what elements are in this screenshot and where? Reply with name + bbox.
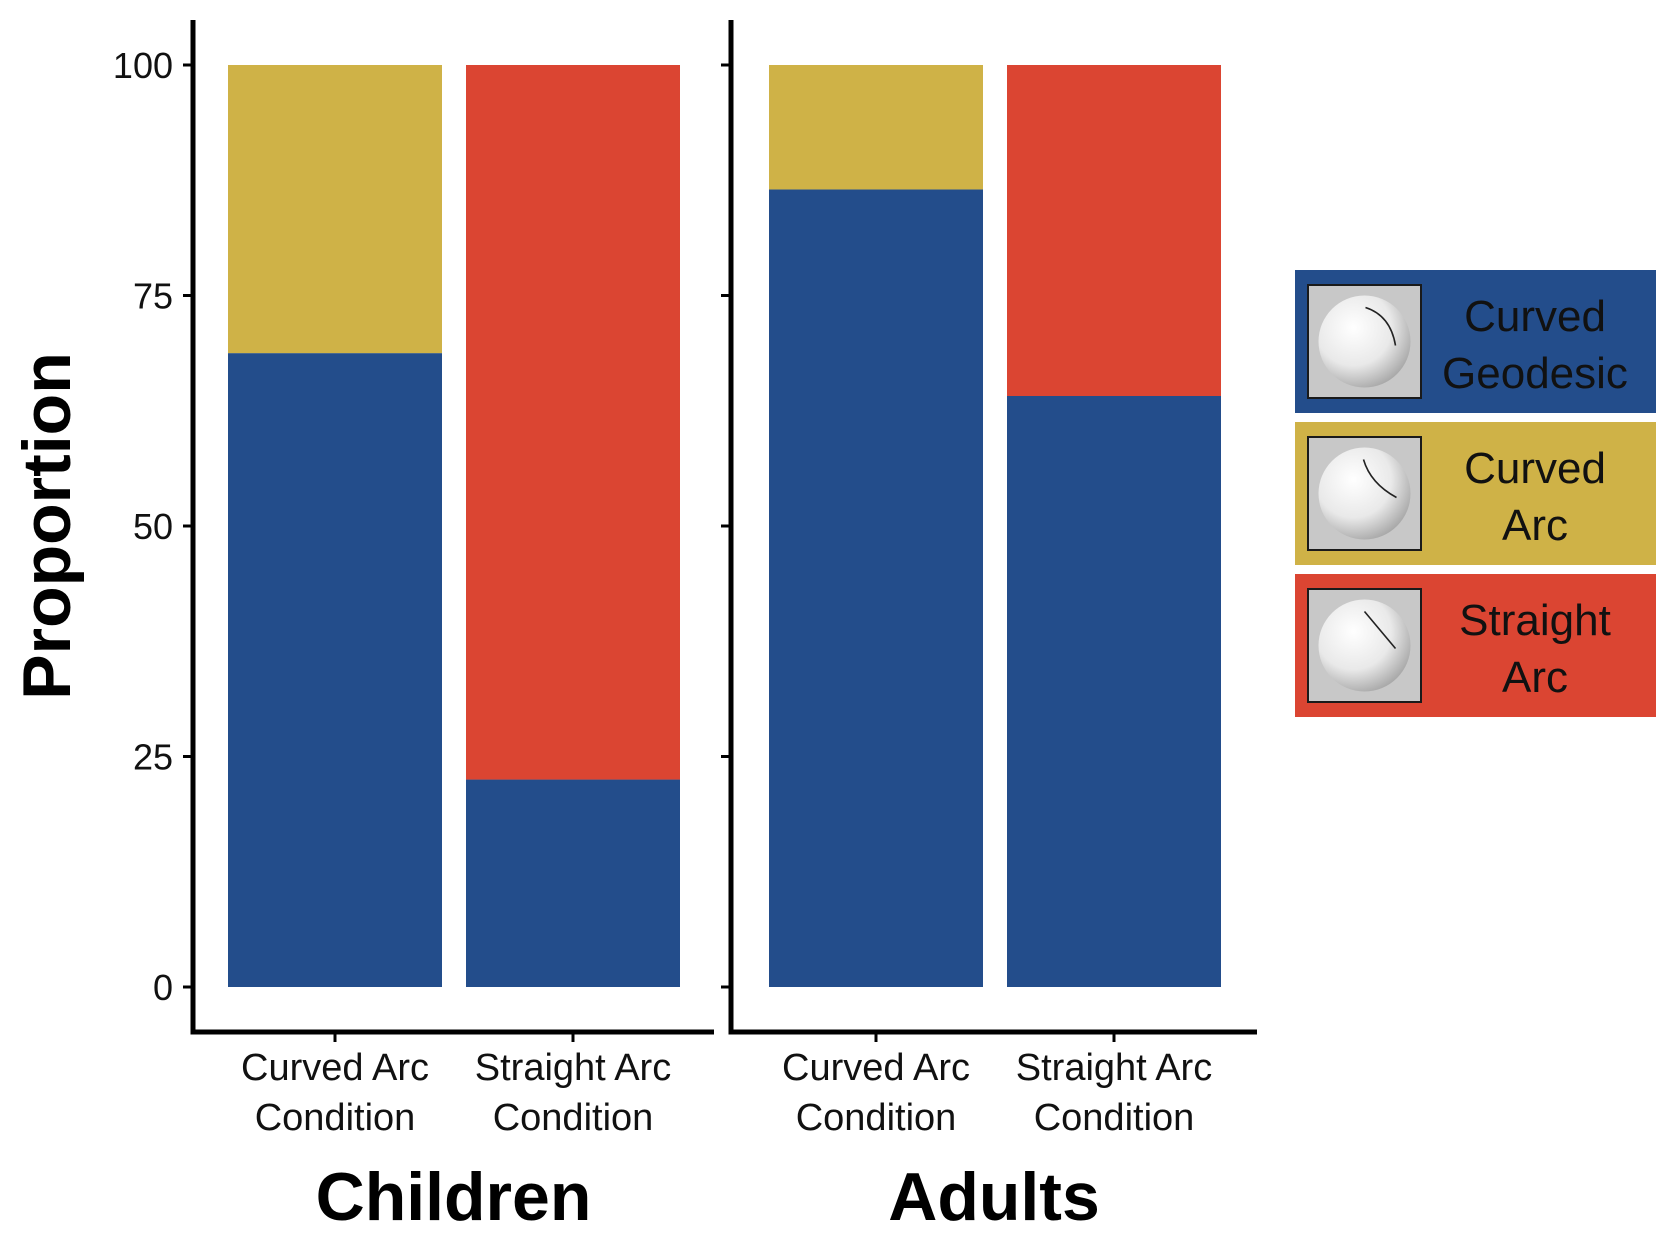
sphere <box>1318 599 1411 692</box>
sphere-curved-arc-icon <box>1307 436 1422 551</box>
legend-label: Straight <box>1459 596 1611 645</box>
arc-stroke <box>1365 306 1397 346</box>
sphere-geodesic-icon <box>1307 284 1422 399</box>
bar-segment-curved-geodesic <box>769 189 983 988</box>
legend-label: Curved <box>1464 444 1606 493</box>
legend-item-curved-geodesic: Curved Geodesic <box>1295 270 1656 413</box>
panel-adults: Curved Arc Condition Straight Arc Condition… <box>721 20 1257 1234</box>
x-tick-label-line: Condition <box>1034 1097 1195 1139</box>
x-tick-label-line: Curved Arc <box>782 1047 970 1089</box>
panel-label: Children <box>316 1159 592 1234</box>
bar-segment-straight-arc <box>466 65 680 780</box>
sphere <box>1318 447 1411 540</box>
sphere-straight-arc-icon <box>1307 588 1422 703</box>
y-tick-label: 75 <box>133 276 173 317</box>
x-tick-label-line: Condition <box>796 1097 957 1139</box>
x-tick-label: Straight Arc Condition <box>475 1047 671 1139</box>
legend-label: Geodesic <box>1442 349 1628 398</box>
arc-stroke <box>1362 459 1397 499</box>
x-tick-label: Straight Arc Condition <box>1016 1047 1212 1139</box>
legend-item-curved-arc: Curved Arc <box>1295 422 1656 565</box>
x-tick-label-line: Straight Arc <box>475 1047 671 1089</box>
x-tick-label: Curved Arc Condition <box>782 1047 970 1139</box>
x-tick-label-line: Curved Arc <box>241 1047 429 1089</box>
bar-segment-curved-geodesic <box>1007 395 1221 987</box>
bar-segment-curved-arc <box>769 65 983 190</box>
sphere <box>1318 295 1411 388</box>
legend-label: Curved <box>1464 292 1606 341</box>
y-axis-title: Proportion <box>9 352 85 700</box>
legend: Curved Geodesic Curved Arc Straight Arc <box>1295 270 1656 717</box>
x-tick-label-line: Condition <box>255 1097 416 1139</box>
legend-item-straight-arc: Straight Arc <box>1295 574 1656 717</box>
bar-segment-curved-geodesic <box>228 353 442 987</box>
x-tick-label: Curved Arc Condition <box>241 1047 429 1139</box>
bar-segment-straight-arc <box>1007 65 1221 396</box>
legend-label: Arc <box>1502 653 1568 702</box>
y-tick-label: 25 <box>133 737 173 778</box>
bar-segment-curved-geodesic <box>466 779 680 987</box>
arc-stroke <box>1363 610 1397 650</box>
x-tick-label-line: Straight Arc <box>1016 1047 1212 1089</box>
x-tick-label-line: Condition <box>493 1097 654 1139</box>
y-tick-label: 100 <box>113 45 173 86</box>
legend-label: Arc <box>1502 501 1568 550</box>
bar-segment-curved-arc <box>228 65 442 354</box>
panel-label: Adults <box>888 1159 1100 1234</box>
y-tick-label: 50 <box>133 506 173 547</box>
y-tick-label: 0 <box>153 967 173 1008</box>
